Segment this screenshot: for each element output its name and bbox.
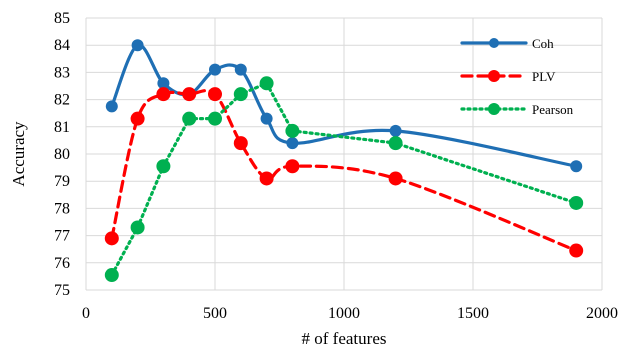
series-layer — [104, 39, 584, 283]
data-point-plv — [130, 111, 145, 126]
data-point-pearson — [233, 87, 248, 102]
legend-marker — [488, 70, 500, 82]
x-tick-label: 1000 — [328, 305, 360, 322]
x-tick-label: 500 — [203, 305, 227, 322]
data-point-coh — [131, 39, 144, 52]
y-tick-label: 82 — [54, 92, 70, 109]
y-tick-label: 80 — [54, 146, 70, 163]
data-point-plv — [259, 171, 274, 186]
data-point-coh — [105, 100, 118, 113]
data-point-plv — [182, 87, 197, 102]
data-point-pearson — [130, 220, 145, 235]
y-tick-label: 81 — [54, 119, 70, 136]
data-point-pearson — [259, 76, 274, 91]
legend-marker — [488, 103, 500, 115]
data-point-coh — [209, 63, 221, 76]
y-tick-label: 78 — [54, 200, 70, 217]
data-point-plv — [208, 87, 222, 102]
data-point-plv — [388, 171, 403, 186]
data-point-coh — [570, 160, 583, 173]
legend: Coh PLV Pearson — [460, 36, 574, 117]
legend-label: Coh — [532, 36, 554, 51]
y-tick-label: 76 — [54, 255, 70, 272]
series-plv — [104, 87, 584, 258]
data-point-plv — [233, 136, 248, 151]
data-point-plv — [104, 231, 119, 246]
x-tick-label: 0 — [82, 305, 90, 322]
legend-item-plv: PLV — [460, 69, 556, 84]
data-point-plv — [569, 243, 584, 258]
y-tick-label: 85 — [54, 10, 70, 27]
y-axis-label: Accuracy — [9, 121, 28, 187]
y-tick-label: 77 — [54, 228, 70, 245]
data-point-coh — [260, 112, 273, 125]
legend-label: Pearson — [532, 102, 574, 117]
series-line-plv — [110, 88, 578, 253]
legend-marker — [489, 38, 499, 48]
y-tick-label: 83 — [54, 64, 70, 81]
legend-item-pearson: Pearson — [460, 102, 574, 117]
series-line-pearson — [110, 81, 578, 277]
data-point-pearson — [182, 111, 197, 126]
data-point-coh — [389, 124, 402, 137]
data-point-pearson — [104, 268, 119, 283]
x-tick-label: 1500 — [457, 305, 489, 322]
data-point-coh — [234, 63, 247, 76]
y-tick-label: 79 — [54, 173, 70, 190]
data-point-pearson — [156, 159, 171, 174]
x-tick-label: 2000 — [586, 305, 618, 322]
series-pearson — [104, 76, 584, 283]
y-tick-label: 84 — [54, 37, 70, 54]
data-point-pearson — [208, 111, 222, 126]
legend-item-coh: Coh — [460, 36, 554, 51]
grid — [85, 17, 603, 291]
data-point-pearson — [388, 136, 403, 151]
data-point-pearson — [285, 123, 300, 138]
data-point-plv — [285, 159, 300, 174]
data-point-plv — [156, 87, 171, 102]
data-point-coh — [286, 137, 299, 150]
axes: 75 76 77 78 79 80 81 82 83 84 85 0 500 1000 1500 2000 — [54, 10, 618, 322]
data-point-coh — [157, 77, 170, 90]
legend-label: PLV — [532, 69, 556, 84]
x-axis-label: # of features — [302, 329, 387, 348]
data-point-pearson — [569, 195, 584, 210]
y-tick-label: 75 — [54, 282, 70, 299]
series-coh — [105, 39, 583, 173]
